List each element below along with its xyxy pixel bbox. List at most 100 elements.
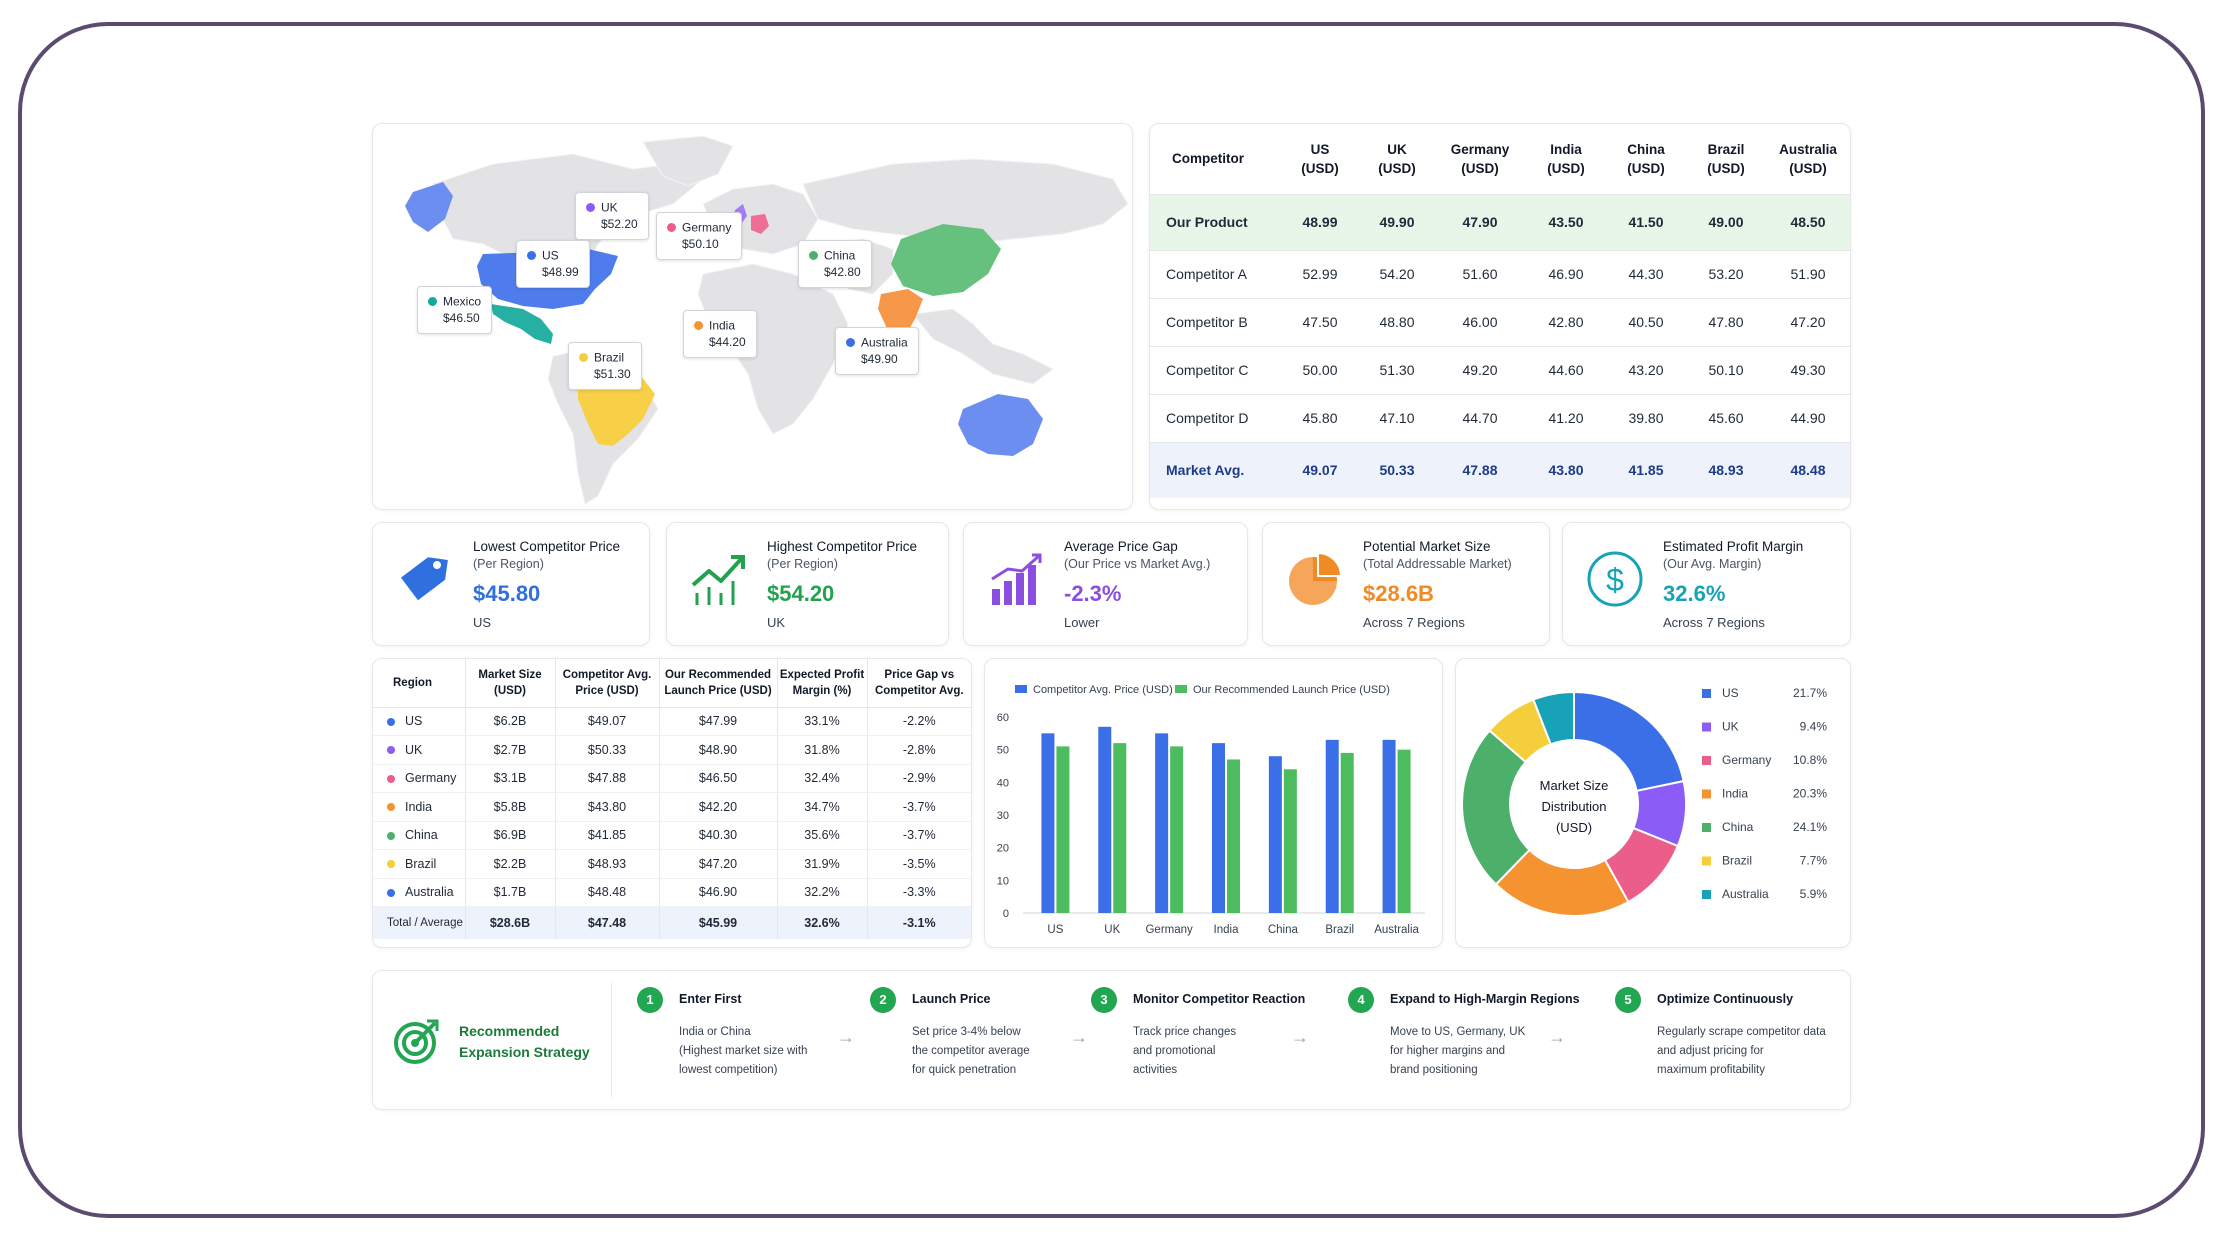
table-cell: Our Product bbox=[1150, 194, 1280, 251]
region-dot-icon bbox=[387, 746, 395, 755]
competitor-price-table-panel: Competitor US (USD) UK (USD) Germany (USD) … bbox=[1149, 123, 1851, 510]
pie-chart-icon bbox=[1289, 551, 1343, 605]
table-cell: 54.20 bbox=[1360, 250, 1434, 299]
table-row[interactable]: Competitor B 47.50 48.80 46.00 42.80 40.… bbox=[1150, 298, 1850, 347]
table-row-total[interactable]: Total / Average $28.6B $47.48 $45.99 32.6% -3… bbox=[373, 906, 971, 939]
column-header[interactable]: Market Size (USD) bbox=[465, 659, 556, 708]
legend-swatch bbox=[1702, 789, 1711, 799]
donut-slice bbox=[1461, 729, 1531, 886]
table-row-market-avg[interactable]: Market Avg. 49.07 50.33 47.88 43.80 41.8… bbox=[1150, 442, 1850, 498]
region-summary-table-panel: Region Market Size (USD) Competitor Avg. P… bbox=[372, 658, 972, 948]
table-cell: India bbox=[373, 792, 466, 822]
table-row[interactable]: UK $2.7B $50.33 $48.90 31.8% -2.8% bbox=[373, 735, 971, 765]
table-cell: -2.8% bbox=[867, 735, 971, 765]
table-row[interactable]: US $6.2B $49.07 $47.99 33.1% -2.2% bbox=[373, 707, 971, 736]
map-callout-uk[interactable]: UK $52.20 bbox=[575, 192, 649, 241]
table-cell: 46.90 bbox=[1526, 250, 1606, 299]
map-callout-australia[interactable]: Australia $49.90 bbox=[835, 327, 919, 376]
expansion-strategy-panel: Recommended Expansion Strategy 1 Enter Fir… bbox=[372, 970, 1851, 1110]
table-cell: -3.7% bbox=[867, 792, 971, 822]
column-header[interactable]: UK (USD) bbox=[1360, 124, 1434, 195]
column-header[interactable]: Region bbox=[373, 659, 466, 708]
step-title: Monitor Competitor Reaction bbox=[1133, 992, 1306, 1006]
column-header[interactable]: Competitor bbox=[1150, 124, 1280, 195]
map-callout-china[interactable]: China $42.80 bbox=[798, 240, 872, 289]
column-header[interactable]: Australia (USD) bbox=[1766, 124, 1850, 195]
column-header[interactable]: China (USD) bbox=[1606, 124, 1686, 195]
table-cell: $48.93 bbox=[555, 849, 660, 879]
callout-price: $48.99 bbox=[542, 265, 579, 280]
table-cell: $47.20 bbox=[659, 849, 778, 879]
kpi-value: -2.3% bbox=[1064, 581, 1122, 606]
table-cell: $2.2B bbox=[465, 849, 556, 879]
table-cell: -2.2% bbox=[867, 707, 971, 736]
table-cell: $46.50 bbox=[659, 764, 778, 793]
table-cell: $49.07 bbox=[555, 707, 660, 736]
kpi-card-profit-margin[interactable]: $ Estimated Profit Margin (Our Avg. Marg… bbox=[1562, 522, 1851, 646]
kpi-subtitle: (Our Avg. Margin) bbox=[1663, 557, 1762, 571]
step-number-badge: 3 bbox=[1091, 987, 1117, 1013]
kpi-card-price-gap[interactable]: Average Price Gap (Our Price vs Market A… bbox=[963, 522, 1248, 646]
column-header[interactable]: Brazil (USD) bbox=[1686, 124, 1766, 195]
table-cell: 34.7% bbox=[777, 792, 868, 822]
table-row-our-product[interactable]: Our Product 48.99 49.90 47.90 43.50 41.5… bbox=[1150, 194, 1850, 251]
table-cell: 32.4% bbox=[777, 764, 868, 793]
table-cell: Competitor D bbox=[1150, 394, 1280, 443]
map-callout-brazil[interactable]: Brazil $51.30 bbox=[568, 342, 642, 391]
table-row[interactable]: China $6.9B $41.85 $40.30 35.6% -3.7% bbox=[373, 821, 971, 850]
arrow-right-icon: → bbox=[1291, 1027, 1309, 1047]
table-cell: $48.90 bbox=[659, 735, 778, 765]
kpi-card-highest-price[interactable]: Highest Competitor Price (Per Region) $5… bbox=[666, 522, 949, 646]
column-header[interactable]: India (USD) bbox=[1526, 124, 1606, 195]
table-row[interactable]: India $5.8B $43.80 $42.20 34.7% -3.7% bbox=[373, 792, 971, 822]
table-row[interactable]: Brazil $2.2B $48.93 $47.20 31.9% -3.5% bbox=[373, 849, 971, 879]
legend-label: Australia bbox=[1722, 887, 1769, 901]
column-header[interactable]: Price Gap vs Competitor Avg. bbox=[867, 659, 971, 708]
column-header[interactable]: Competitor Avg. Price (USD) bbox=[555, 659, 660, 708]
legend-value: 7.7% bbox=[1800, 854, 1828, 868]
callout-name: Brazil bbox=[594, 350, 625, 365]
table-row[interactable]: Australia $1.7B $48.48 $46.90 32.2% -3.3% bbox=[373, 878, 971, 907]
divider bbox=[611, 983, 612, 1097]
table-cell: 51.60 bbox=[1434, 250, 1526, 299]
column-header[interactable]: US (USD) bbox=[1280, 124, 1360, 195]
table-cell: 47.10 bbox=[1360, 394, 1434, 443]
kpi-card-lowest-price[interactable]: Lowest Competitor Price (Per Region) $45… bbox=[372, 522, 650, 646]
table-cell: 44.60 bbox=[1526, 346, 1606, 395]
table-cell: 49.30 bbox=[1766, 346, 1850, 395]
table-cell: $5.8B bbox=[465, 792, 556, 822]
table-row[interactable]: Competitor D 45.80 47.10 44.70 41.20 39.… bbox=[1150, 394, 1850, 443]
map-callout-us[interactable]: US $48.99 bbox=[516, 240, 590, 289]
table-cell: Australia bbox=[373, 878, 466, 907]
x-tick-label: Germany bbox=[1145, 924, 1193, 936]
step-title: Optimize Continuously bbox=[1657, 992, 1794, 1006]
column-header[interactable]: Our Recommended Launch Price (USD) bbox=[659, 659, 778, 708]
map-callout-india[interactable]: India $44.20 bbox=[683, 310, 757, 359]
world-map-panel: UK $52.20 Germany $50.10 US $48.99 China… bbox=[372, 123, 1133, 510]
table-cell: $43.80 bbox=[555, 792, 660, 822]
map-callout-germany[interactable]: Germany $50.10 bbox=[656, 212, 743, 261]
kpi-card-market-size[interactable]: Potential Market Size (Total Addressable… bbox=[1262, 522, 1550, 646]
table-cell: 50.10 bbox=[1686, 346, 1766, 395]
step-description: Set price 3-4% below the competitor avera… bbox=[912, 1026, 1030, 1076]
map-callout-mexico[interactable]: Mexico $46.50 bbox=[417, 286, 493, 335]
table-cell: 51.90 bbox=[1766, 250, 1850, 299]
callout-price: $42.80 bbox=[824, 265, 861, 280]
bar bbox=[1113, 743, 1127, 913]
column-header[interactable]: Germany (USD) bbox=[1434, 124, 1526, 195]
table-row[interactable]: Competitor C 50.00 51.30 49.20 44.60 43.… bbox=[1150, 346, 1850, 395]
table-cell: 48.93 bbox=[1686, 442, 1766, 498]
kpi-value: $45.80 bbox=[473, 581, 541, 606]
table-row[interactable]: Competitor A 52.99 54.20 51.60 46.90 44.… bbox=[1150, 250, 1850, 299]
step-number-badge: 1 bbox=[637, 987, 663, 1013]
step-description: Track price changes and promotional activi… bbox=[1133, 1026, 1237, 1076]
table-cell: $48.48 bbox=[555, 878, 660, 907]
table-row[interactable]: Germany $3.1B $47.88 $46.50 32.4% -2.9% bbox=[373, 764, 971, 793]
legend-value: 9.4% bbox=[1800, 720, 1828, 734]
legend-swatch bbox=[1702, 890, 1711, 899]
table-cell: 47.50 bbox=[1280, 298, 1360, 347]
column-header[interactable]: Expected Profit Margin (%) bbox=[777, 659, 868, 708]
table-cell: 33.1% bbox=[777, 707, 868, 736]
table-header-row: Competitor US (USD) UK (USD) Germany (USD) … bbox=[1150, 124, 1850, 195]
table-cell: 41.85 bbox=[1606, 442, 1686, 498]
